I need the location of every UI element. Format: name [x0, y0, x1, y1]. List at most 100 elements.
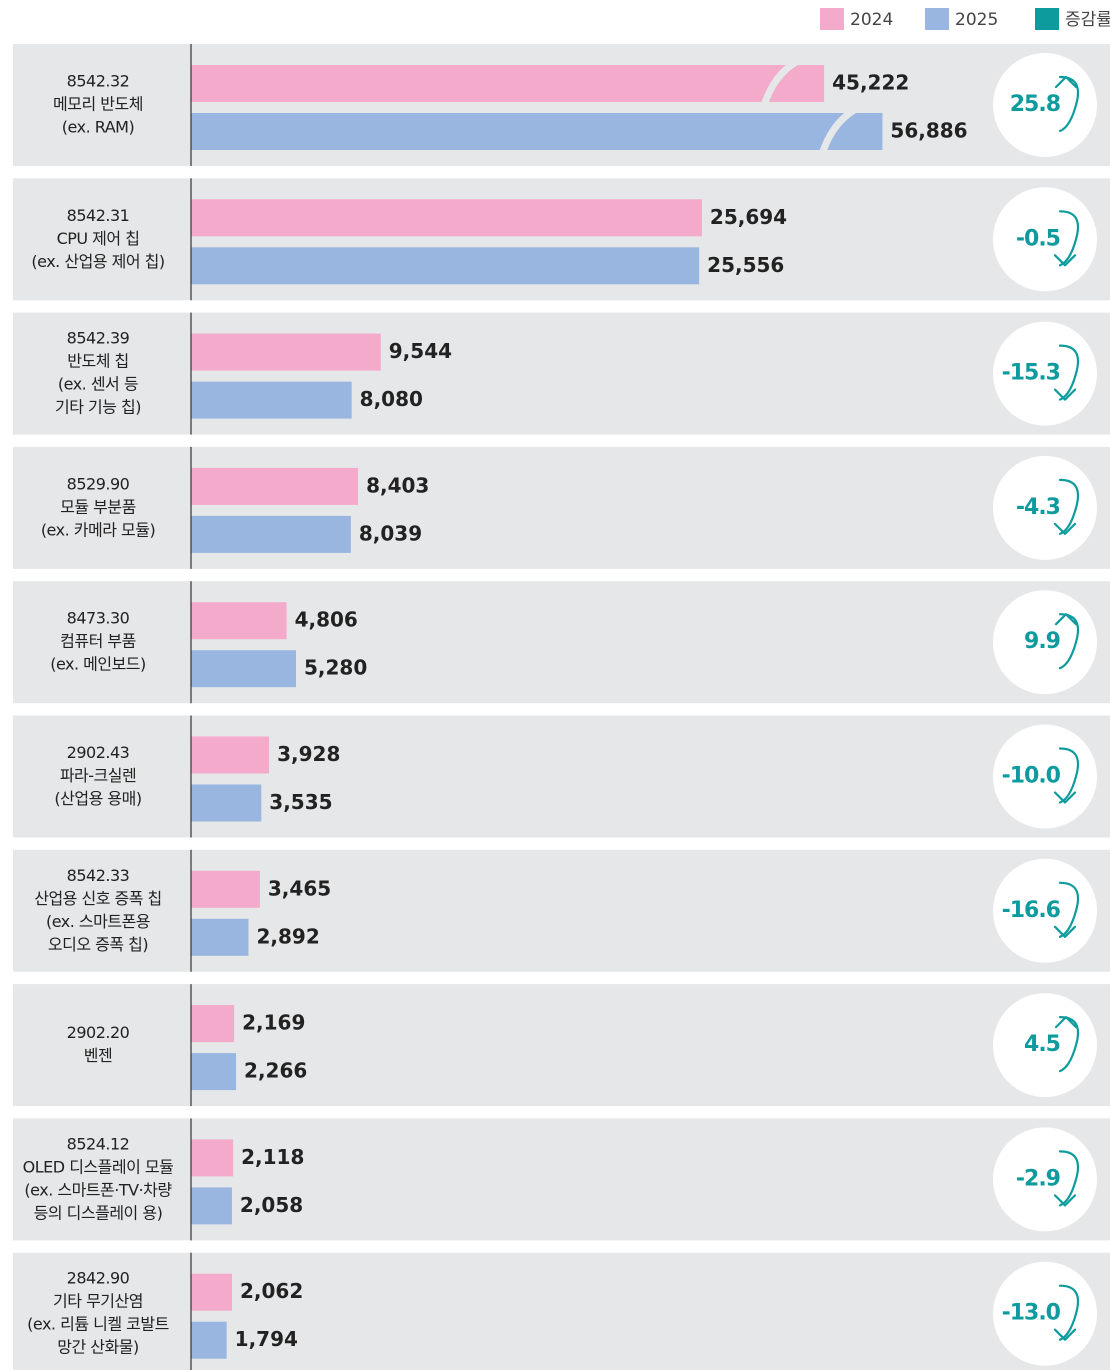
row-panel — [13, 1252, 1110, 1370]
axis-break — [760, 58, 798, 107]
category-label: 8473.30 — [67, 609, 130, 628]
change-arrow — [1054, 613, 1080, 670]
category-label: (ex. 카메라 모듈) — [41, 520, 155, 539]
change-label: -16.6 — [1002, 898, 1061, 923]
change-label: -2.9 — [1016, 1166, 1060, 1191]
value-label: 2,169 — [242, 1011, 305, 1035]
category-label: 등의 디스플레이 용) — [34, 1203, 163, 1222]
bar — [191, 467, 359, 505]
change-label: -10.0 — [1002, 764, 1061, 789]
value-label: 25,556 — [707, 253, 784, 277]
legend-swatch — [820, 8, 844, 30]
value-label: 8,080 — [360, 387, 423, 411]
bar — [191, 1139, 234, 1177]
change-arrow — [1053, 747, 1080, 804]
bar — [191, 870, 260, 908]
row-panel — [13, 849, 1110, 972]
value-label: 2,892 — [257, 924, 320, 948]
value-label: 56,886 — [890, 119, 967, 143]
change-label: -13.0 — [1002, 1301, 1061, 1326]
category-label: 8542.39 — [67, 329, 130, 348]
bar — [191, 381, 352, 419]
value-label: 25,694 — [710, 205, 787, 229]
category-label: 벤젠 — [84, 1046, 112, 1065]
category-label: 산업용 신호 증폭 칩 — [34, 889, 162, 908]
legend-swatch — [925, 8, 949, 30]
row-panel — [13, 312, 1110, 435]
category-label: (ex. 리튬 니켈 코발트 — [27, 1315, 169, 1334]
change-arrow — [1054, 1016, 1080, 1073]
bar — [191, 1321, 227, 1359]
category-label: 망간 산화물) — [57, 1338, 138, 1357]
value-label: 2,118 — [241, 1145, 304, 1169]
category-label: 2902.20 — [67, 1023, 130, 1042]
value-label: 8,403 — [366, 473, 429, 497]
category-label: (ex. 산업용 제어 칩) — [31, 252, 164, 271]
row-panel — [13, 715, 1110, 838]
category-label: (ex. 센서 등 — [58, 375, 138, 394]
change-arrow — [1053, 881, 1080, 938]
value-label: 1,794 — [235, 1327, 298, 1351]
category-label: (산업용 용매) — [54, 789, 141, 808]
bar — [191, 1187, 232, 1225]
bar — [191, 1053, 237, 1091]
value-label: 4,806 — [295, 608, 358, 632]
change-arrow — [1053, 344, 1080, 401]
category-label: 2902.43 — [67, 743, 130, 762]
category-label: 2842.90 — [67, 1269, 130, 1288]
category-label: 8542.32 — [67, 72, 130, 91]
bar — [191, 1005, 235, 1043]
change-label: -4.3 — [1016, 495, 1060, 520]
value-label: 2,062 — [240, 1279, 303, 1303]
change-label: 9.9 — [1024, 629, 1060, 654]
row-panel — [13, 446, 1110, 569]
value-label: 2,058 — [240, 1193, 303, 1217]
category-label: 기타 기능 칩) — [55, 398, 141, 417]
bar — [191, 113, 883, 150]
value-label: 8,039 — [359, 521, 422, 545]
category-label: 파라-크실렌 — [60, 766, 136, 785]
legend-swatch — [1035, 8, 1059, 30]
category-label: 모듈 부분품 — [60, 497, 136, 516]
category-label: 오디오 증폭 칩) — [48, 935, 148, 954]
bar — [191, 1273, 233, 1311]
bar — [191, 199, 702, 237]
value-label: 3,535 — [269, 790, 332, 814]
value-label: 3,465 — [268, 876, 331, 900]
category-label: 컴퓨터 부품 — [60, 632, 136, 651]
bar — [191, 333, 381, 371]
value-label: 2,266 — [244, 1059, 307, 1083]
bar — [191, 247, 700, 285]
bar — [191, 918, 249, 956]
category-label: 8542.33 — [67, 866, 130, 885]
category-label: (ex. 스마트폰용 — [46, 912, 150, 931]
category-label: (ex. 스마트폰·TV·차량 — [24, 1180, 172, 1199]
row-panel — [13, 1118, 1110, 1241]
category-label: 반도체 칩 — [67, 352, 128, 371]
change-arrow — [1053, 210, 1080, 267]
bar — [191, 515, 351, 553]
change-label: 4.5 — [1024, 1032, 1060, 1057]
category-label: 기타 무기산염 — [53, 1292, 143, 1311]
category-label: 메모리 반도체 — [53, 95, 143, 114]
bar — [191, 650, 296, 688]
category-label: 8542.31 — [67, 206, 130, 225]
value-label: 9,544 — [389, 339, 452, 363]
change-arrow — [1054, 75, 1080, 133]
value-label: 3,928 — [277, 742, 340, 766]
value-label: 45,222 — [832, 71, 909, 95]
category-label: (ex. 메인보드) — [50, 655, 146, 674]
change-label: -15.3 — [1002, 361, 1060, 386]
legend-label: 2024 — [850, 10, 893, 30]
category-label: 8524.12 — [67, 1134, 130, 1153]
change-label: 25.8 — [1010, 92, 1060, 117]
change-arrow — [1053, 1150, 1080, 1207]
bar — [191, 65, 825, 102]
axis-break — [819, 106, 857, 155]
category-label: 8529.90 — [67, 474, 130, 493]
change-arrow — [1053, 478, 1080, 535]
category-label: OLED 디스플레이 모듈 — [23, 1157, 174, 1176]
legend-label: 증감률 — [1065, 10, 1110, 30]
bar — [191, 784, 262, 822]
